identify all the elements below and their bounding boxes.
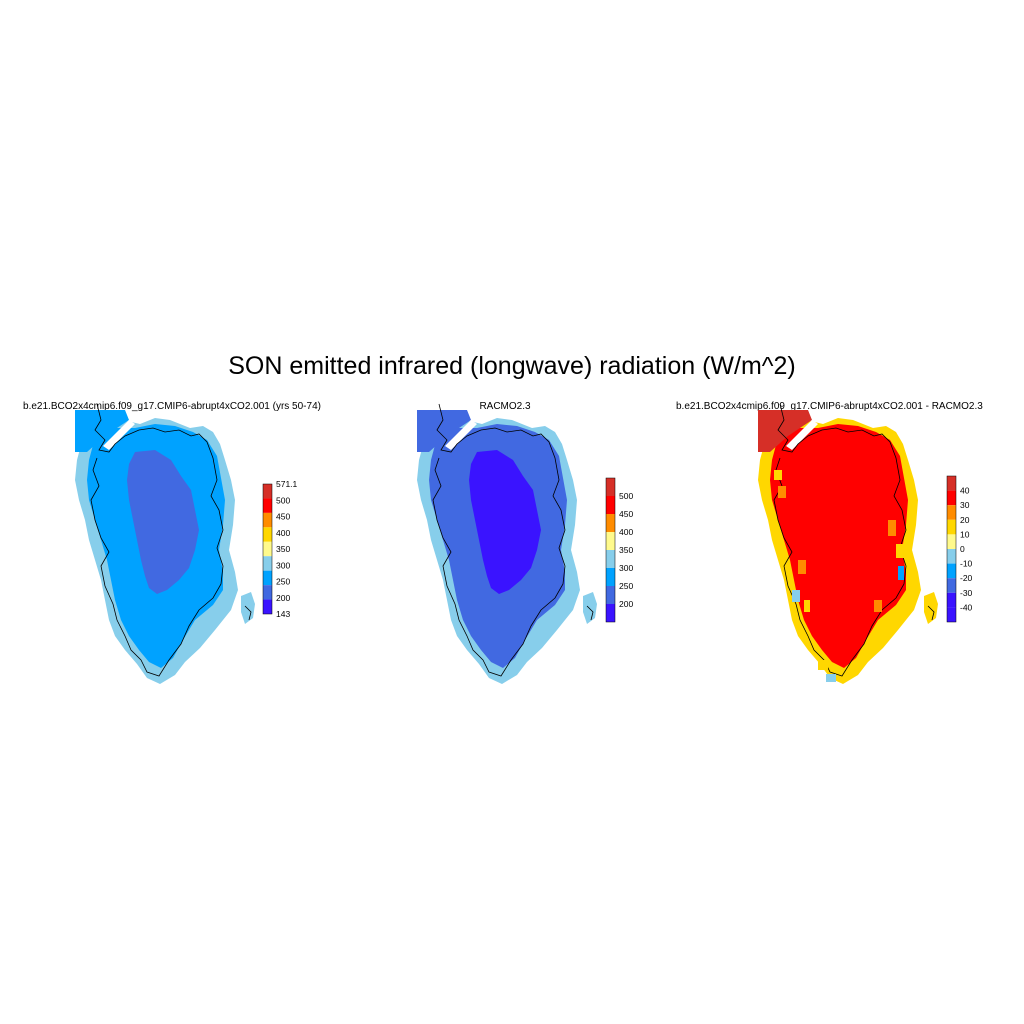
- data-gap: [445, 420, 477, 450]
- data-gap: [103, 420, 135, 450]
- colorbar-swatch: [263, 498, 272, 513]
- difference-patch: [818, 660, 828, 670]
- map-difference: [758, 403, 938, 684]
- difference-patch: [896, 544, 904, 558]
- colorbar-swatch: [606, 550, 615, 568]
- colorbar-tick-label: 200: [619, 599, 633, 609]
- chart-title: SON emitted infrared (longwave) radiatio…: [228, 352, 796, 380]
- coastline: [773, 403, 907, 677]
- colorbar-tick-label: 200: [276, 593, 290, 603]
- north-tip-region: [758, 410, 812, 452]
- colorbar-swatch: [947, 578, 956, 593]
- colorbar-tick-label: -40: [960, 602, 973, 612]
- colorbar-swatch: [606, 586, 615, 604]
- east-island: [241, 592, 255, 624]
- colorbar-swatch: [263, 484, 272, 499]
- difference-patch: [778, 486, 786, 498]
- colorbar-tick-label: 450: [619, 509, 633, 519]
- colorbar-tick-label: -20: [960, 573, 973, 583]
- difference-patch: [826, 674, 836, 682]
- colorbar-swatch: [263, 541, 272, 557]
- colorbar-swatch: [947, 519, 956, 535]
- colorbar-swatch: [263, 585, 272, 600]
- colorbar-swatch: [947, 549, 956, 564]
- colorbar-swatch: [606, 568, 615, 586]
- colorbar-frame: [605, 477, 616, 623]
- colorbar-tick-label: 0: [960, 544, 965, 554]
- colorbar-swatch: [263, 570, 272, 586]
- colorbar-tick-label: 143: [276, 609, 290, 619]
- panel-title-racmo: RACMO2.3: [479, 401, 531, 412]
- island-coastline: [927, 605, 935, 621]
- colorbar-tick-label: 350: [619, 545, 633, 555]
- colorbar-tick-label: 500: [619, 491, 633, 501]
- north-tip-region: [75, 410, 129, 452]
- map-model: [75, 403, 255, 684]
- panel-title-difference: b.e21.BCO2x4cmip6.f09_g17.CMIP6-abrupt4x…: [676, 401, 983, 412]
- colorbar-swatch: [263, 512, 272, 528]
- colorbar-tick-label: 571.1: [276, 479, 298, 489]
- colorbar-swatch: [947, 607, 956, 622]
- colorbar-swatch: [947, 592, 956, 608]
- colorbar-tick-label: 40: [960, 486, 970, 496]
- colorbar-tick-label: -30: [960, 588, 973, 598]
- colorbar-swatch: [606, 514, 615, 532]
- difference-patch: [798, 560, 806, 574]
- difference-patch: [774, 470, 782, 480]
- map-racmo: [417, 403, 597, 684]
- colorbar-difference: 40 30 20 10 0 -10 -20 -30 -40: [946, 475, 973, 623]
- colorbar-swatch: [947, 563, 956, 579]
- difference-patch: [874, 600, 882, 612]
- island-coastline: [586, 605, 594, 621]
- coastline: [90, 403, 224, 677]
- colorbar-tick-label: 450: [276, 512, 290, 522]
- east-island: [924, 592, 938, 624]
- colorbar-swatch: [263, 599, 272, 614]
- colorbar-swatch: [947, 490, 956, 506]
- colorbar-tick-label: 400: [619, 527, 633, 537]
- colorbar-frame: [946, 475, 957, 623]
- colorbar-tick-label: 20: [960, 515, 970, 525]
- colorbar-swatch: [947, 476, 956, 491]
- colorbar-tick-label: 300: [619, 563, 633, 573]
- island-coastline: [244, 605, 252, 621]
- colorbar-swatch: [947, 505, 956, 520]
- colorbar-tick-label: 350: [276, 544, 290, 554]
- colorbar-tick-label: -10: [960, 559, 973, 569]
- difference-patch: [804, 600, 810, 612]
- colorbar-swatch: [263, 527, 272, 542]
- colorbar-tick-label: 250: [276, 577, 290, 587]
- colorbar-tick-label: 10: [960, 529, 970, 539]
- difference-patch: [792, 590, 800, 602]
- data-gap: [786, 420, 818, 450]
- colorbar-swatch: [947, 534, 956, 549]
- colorbar-tick-label: 500: [276, 495, 290, 505]
- colorbar-swatch: [606, 496, 615, 514]
- colorbar-swatch: [606, 478, 615, 496]
- colorbar-swatch: [606, 532, 615, 550]
- panel-title-model: b.e21.BCO2x4cmip6.f09_g17.CMIP6-abrupt4x…: [23, 401, 321, 412]
- colorbar-tick-label: 400: [276, 528, 290, 538]
- colorbar-tick-label: 300: [276, 560, 290, 570]
- difference-patch: [888, 520, 896, 536]
- colorbar-frame: [262, 483, 273, 615]
- east-island: [583, 592, 597, 624]
- north-tip-region: [417, 410, 471, 452]
- colorbar-tick-label: 250: [619, 581, 633, 591]
- interior-region: [127, 450, 199, 594]
- interior-region: [810, 450, 882, 594]
- colorbar-racmo: 500 450 400 350 300 250 200: [605, 477, 633, 623]
- colorbar-swatch: [263, 556, 272, 571]
- interior-region: [469, 450, 541, 594]
- colorbar-swatch: [606, 604, 615, 622]
- difference-patch: [898, 566, 904, 580]
- colorbar-model: 571.1 500 450 400 350 300 250 200 143: [262, 479, 298, 619]
- colorbar-tick-label: 30: [960, 500, 970, 510]
- coastline: [432, 403, 566, 677]
